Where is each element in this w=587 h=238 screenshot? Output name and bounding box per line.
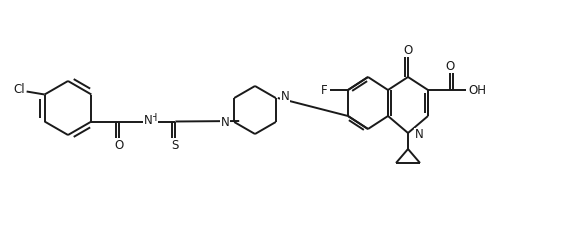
Text: N: N	[415, 129, 424, 142]
Text: H: H	[150, 113, 157, 123]
Text: OH: OH	[468, 84, 486, 96]
Text: S: S	[171, 139, 179, 152]
Text: N: N	[221, 116, 229, 129]
Text: N: N	[144, 114, 153, 127]
Text: F: F	[321, 84, 328, 96]
Text: O: O	[403, 44, 413, 56]
Text: O: O	[446, 60, 454, 73]
Text: Cl: Cl	[14, 83, 25, 96]
Text: O: O	[114, 139, 124, 152]
Text: N: N	[281, 89, 289, 103]
